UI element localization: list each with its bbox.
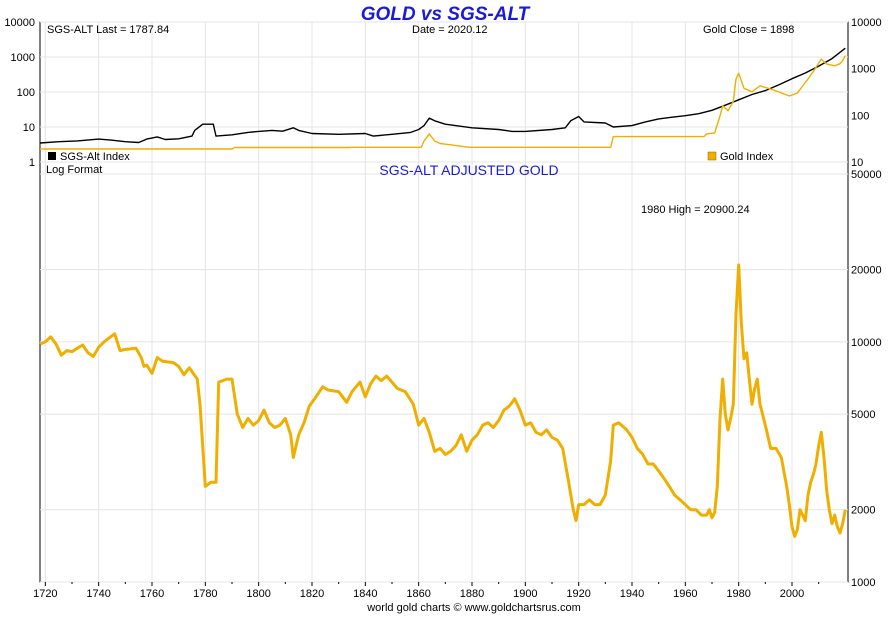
- legend-gold-label: Gold Index: [720, 151, 774, 163]
- x-tick-label: 1720: [33, 588, 57, 600]
- legend-gold-swatch: [707, 151, 717, 161]
- x-tick-label: 1860: [406, 588, 430, 600]
- date-label: Date = 2020.12: [412, 24, 488, 36]
- x-tick-label: 2000: [780, 588, 804, 600]
- bottom-right-tick-label: 2000: [851, 505, 875, 517]
- x-tick-label: 1940: [620, 588, 644, 600]
- top-right-tick-label: 10: [851, 157, 863, 169]
- x-tick-label: 1760: [140, 588, 164, 600]
- x-tick-label: 1960: [673, 588, 697, 600]
- x-tick-label: 1840: [353, 588, 377, 600]
- bottom-right-tick-label: 1000: [851, 577, 875, 589]
- top-left-tick-label: 1000: [11, 52, 35, 64]
- footer-credit: world gold charts © www.goldchartsrus.co…: [366, 602, 581, 614]
- chart-title: GOLD vs SGS-ALT: [361, 4, 531, 25]
- bottom-panel-frame: [39, 161, 849, 583]
- bottom-panel-title: SGS-ALT ADJUSTED GOLD: [379, 162, 558, 178]
- sgs-last-label: SGS-ALT Last = 1787.84: [47, 24, 169, 36]
- x-tick-label: 1780: [193, 588, 217, 600]
- top-right-tick-label: 1000: [851, 64, 875, 76]
- bottom-right-tick-label: 20000: [851, 265, 882, 277]
- axis-labels-layer: 1720 1740 1760 1780 1800 1820 1840 1860 1880 1900…: [4, 17, 881, 600]
- legend-sgs-swatch: [48, 152, 56, 160]
- bottom-right-tick-label: 5000: [851, 409, 875, 421]
- x-tick-label: 1900: [513, 588, 537, 600]
- bottom-right-tick-label: 50000: [851, 169, 882, 181]
- top-right-tick-label: 10000: [851, 17, 882, 29]
- sgs-alt-index-line: [39, 47, 846, 144]
- gold-index-line: [40, 55, 846, 150]
- legend-sgs-label: SGS-Alt Index: [60, 151, 130, 163]
- log-format-label: Log Format: [46, 164, 102, 176]
- top-left-tick-label: 10000: [4, 17, 35, 29]
- high-annotation: 1980 High = 20900.24: [641, 204, 750, 216]
- x-tick-label: 1980: [726, 588, 750, 600]
- x-tick-label: 1920: [566, 588, 590, 600]
- top-left-tick-label: 10: [23, 122, 35, 134]
- x-tick-label: 1800: [246, 588, 270, 600]
- top-right-tick-label: 100: [851, 110, 869, 122]
- top-series-layer: [39, 47, 846, 150]
- top-left-tick-label: 1: [29, 157, 35, 169]
- adjusted-gold-line: [39, 263, 847, 538]
- x-tick-label: 1820: [300, 588, 324, 600]
- x-tick-label: 1740: [86, 588, 110, 600]
- gold-close-label: Gold Close = 1898: [703, 24, 794, 36]
- x-tick-label: 1880: [460, 588, 484, 600]
- bottom-series-layer: [39, 263, 847, 538]
- top-left-tick-label: 100: [17, 87, 35, 99]
- top-grid: [40, 21, 848, 163]
- bottom-right-tick-label: 10000: [851, 337, 882, 349]
- bottom-grid: [40, 162, 848, 583]
